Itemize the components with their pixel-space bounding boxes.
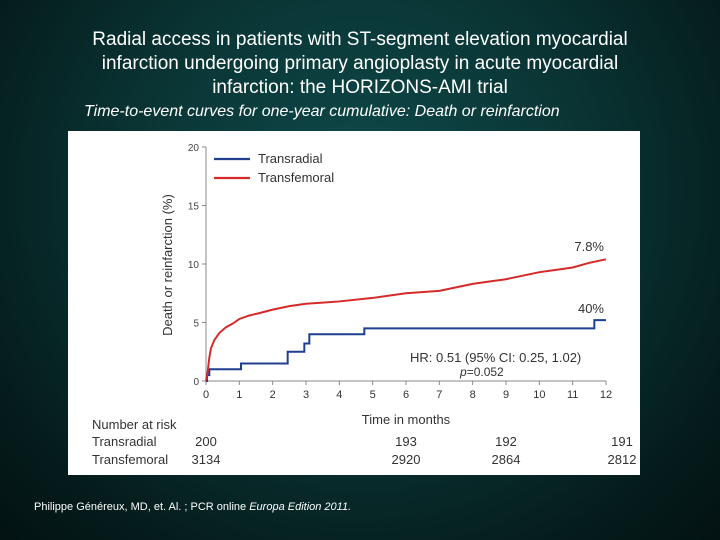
slide-subtitle: Time-to-event curves for one-year cumula… (84, 103, 560, 120)
x-axis-label: Time in months (362, 412, 451, 427)
y-tick-label-10: 10 (188, 260, 200, 271)
x-tick-label-2: 2 (270, 389, 276, 401)
citation: Philippe Généreux, MD, et. Al. ; PCR onl… (34, 501, 351, 513)
x-tick-label-10: 10 (533, 389, 545, 401)
risk-row-label-transfemoral: Transfemoral (92, 452, 168, 467)
y-tick-label-0: 0 (193, 377, 199, 388)
risk-value-transfemoral-m6: 2920 (392, 452, 421, 467)
citation-text: Philippe Généreux, MD, et. Al. ; PCR onl… (34, 501, 250, 513)
y-tick-label-5: 5 (193, 319, 199, 330)
x-tick-label-6: 6 (403, 389, 409, 401)
y-axis-label: Death or reinfarction (%) (160, 194, 175, 336)
series-lines (205, 258, 607, 382)
risk-value-transradial-m0: 200 (195, 434, 217, 449)
p-value-text: p=0.052 (459, 365, 504, 379)
risk-value-transradial-m6: 193 (395, 434, 417, 449)
x-tick-label-1: 1 (236, 389, 242, 401)
legend-label-transfemoral: Transfemoral (258, 170, 334, 185)
series-line-transfemoral (205, 258, 607, 382)
p-value-symbol: p (459, 365, 467, 379)
slide-title: Radial access in patients with ST-segmen… (40, 28, 680, 100)
x-tick-label-4: 4 (336, 389, 342, 401)
risk-value-transfemoral-m9: 2864 (492, 452, 521, 467)
chart-legend: Transradial Transfemoral (214, 151, 334, 185)
series-line-transradial (206, 319, 606, 382)
hazard-ratio-text: HR: 0.51 (95% CI: 0.25, 1.02) (410, 350, 581, 365)
risk-value-transradial-m9: 192 (495, 434, 517, 449)
risk-table: Number at risk Transradial Transfemoral … (92, 417, 636, 467)
x-tick-label-9: 9 (503, 389, 509, 401)
annotation-transradial-end: 40% (578, 301, 604, 316)
risk-values: 200 193 192 191 3134 2920 2864 2812 (192, 434, 637, 467)
y-tick-label-15: 15 (188, 202, 200, 213)
risk-value-transfemoral-m0: 3134 (192, 452, 221, 467)
annotation-transfemoral-end: 7.8% (574, 239, 604, 254)
risk-table-title: Number at risk (92, 417, 177, 432)
slide-title-line-1: Radial access in patients with ST-segmen… (92, 29, 628, 50)
x-tick-label-8: 8 (470, 389, 476, 401)
x-tick-label-12: 12 (600, 389, 612, 401)
x-ticks: 0 1 2 3 4 5 6 7 8 9 10 11 12 (203, 381, 612, 401)
x-tick-label-11: 11 (567, 389, 578, 401)
x-tick-label-0: 0 (203, 389, 209, 401)
legend-label-transradial: Transradial (258, 151, 323, 166)
y-ticks: 0 5 10 15 20 (188, 143, 206, 388)
chart-panel: 0 5 10 15 20 0 1 2 3 4 5 6 7 8 9 10 11 12 Death or reinf… (68, 131, 640, 475)
risk-value-transfemoral-m12: 2812 (608, 452, 637, 467)
x-tick-label-3: 3 (303, 389, 309, 401)
slide-title-line-3: infarction: the HORIZONS-AMI trial (212, 77, 508, 98)
p-value-number: =0.052 (467, 365, 504, 379)
x-tick-label-5: 5 (370, 389, 376, 401)
risk-value-transradial-m12: 191 (611, 434, 633, 449)
y-tick-label-20: 20 (188, 143, 200, 154)
x-tick-label-7: 7 (436, 389, 442, 401)
citation-italic: Europa Edition 2011. (249, 501, 352, 513)
slide-title-line-2: infarction undergoing primary angioplast… (101, 53, 619, 74)
risk-row-label-transradial: Transradial (92, 434, 157, 449)
